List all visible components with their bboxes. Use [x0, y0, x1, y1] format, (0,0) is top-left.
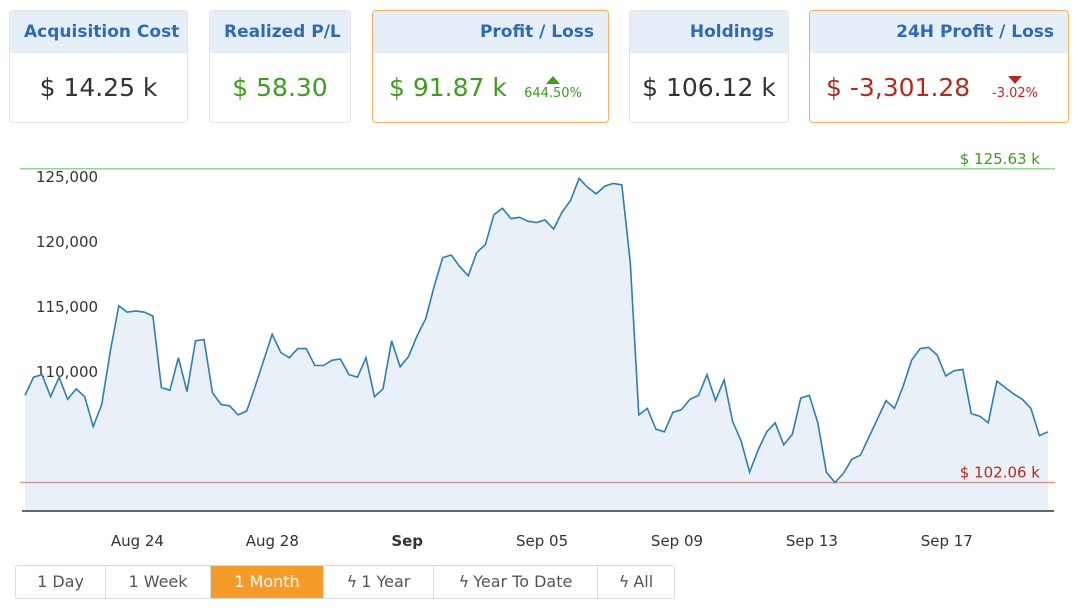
range-button-year-to-date[interactable]: ϟ Year To Date [434, 566, 598, 598]
y-tick-label: 115,000 [36, 298, 98, 316]
lightning-icon: ϟ [346, 572, 358, 591]
range-button-all[interactable]: ϟ All [598, 566, 674, 598]
acquisition-cost-card: Acquisition Cost $ 14.25 k [9, 10, 188, 123]
range-button-label: 1 Year [361, 572, 411, 591]
range-button-label: All [633, 572, 654, 591]
y-tick-label: 110,000 [36, 363, 98, 381]
arrow-down-icon [1008, 76, 1022, 84]
x-tick-label: Aug 24 [111, 532, 164, 550]
24h-profit-loss-change: -3.02% [982, 76, 1048, 101]
holdings-card: Holdings $ 106.12 k [629, 10, 789, 123]
range-button-label: 1 Day [37, 572, 84, 591]
y-tick-label: 120,000 [36, 233, 98, 251]
range-button-1-week[interactable]: 1 Week [106, 566, 211, 598]
profit-loss-change-text: 644.50% [524, 86, 582, 101]
range-button-1-month[interactable]: 1 Month [211, 566, 324, 598]
holdings-value: $ 106.12 k [642, 73, 776, 102]
acquisition-cost-title: Acquisition Cost [10, 11, 187, 53]
profit-loss-card: Profit / Loss $ 91.87 k 644.50% [372, 10, 609, 123]
high-value-label: $ 125.63 k [960, 150, 1041, 168]
profit-loss-title: Profit / Loss [373, 11, 608, 53]
low-value-label: $ 102.06 k [960, 464, 1041, 482]
24h-profit-loss-value: $ -3,301.28 [826, 73, 971, 102]
x-tick-label: Sep 17 [921, 532, 973, 550]
x-tick-label: Sep 05 [516, 532, 568, 550]
realized-pl-card: Realized P/L $ 58.30 [209, 10, 351, 123]
profit-loss-change: 644.50% [513, 76, 593, 101]
range-button-label: 1 Month [234, 572, 300, 591]
chart-series-line [24, 176, 1049, 484]
x-tick-label: Aug 28 [246, 532, 299, 550]
acquisition-cost-value: $ 14.25 k [39, 73, 158, 102]
x-tick-label: Sep [391, 532, 423, 550]
arrow-up-icon [546, 76, 560, 84]
chart-area [25, 178, 1048, 511]
lightning-icon: ϟ [458, 572, 470, 591]
range-button-label: 1 Week [128, 572, 188, 591]
profit-loss-value: $ 91.87 k [389, 73, 507, 102]
x-tick-label: Sep 13 [786, 532, 838, 550]
y-tick-label: 125,000 [36, 168, 98, 186]
24h-profit-loss-card: 24H Profit / Loss $ -3,301.28 -3.02% [809, 10, 1069, 123]
realized-pl-title: Realized P/L [210, 11, 350, 53]
lightning-icon: ϟ [618, 572, 630, 591]
range-button-label: Year To Date [473, 572, 573, 591]
range-button-1-day[interactable]: 1 Day [16, 566, 106, 598]
realized-pl-value: $ 58.30 [232, 73, 328, 102]
holdings-title: Holdings [630, 11, 788, 53]
24h-profit-loss-title: 24H Profit / Loss [810, 11, 1068, 53]
x-tick-label: Sep 09 [651, 532, 703, 550]
24h-profit-loss-change-text: -3.02% [992, 86, 1038, 101]
holdings-chart[interactable]: 100,000105,000110,000115,000120,000125,0… [0, 140, 1080, 560]
